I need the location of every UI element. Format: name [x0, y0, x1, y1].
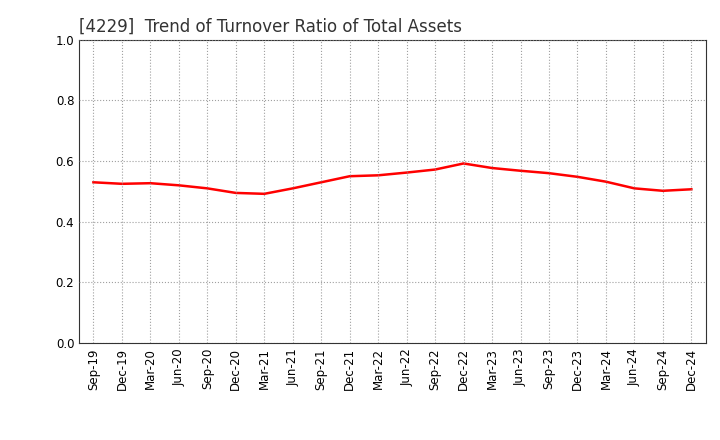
Text: [4229]  Trend of Turnover Ratio of Total Assets: [4229] Trend of Turnover Ratio of Total … [79, 17, 462, 35]
